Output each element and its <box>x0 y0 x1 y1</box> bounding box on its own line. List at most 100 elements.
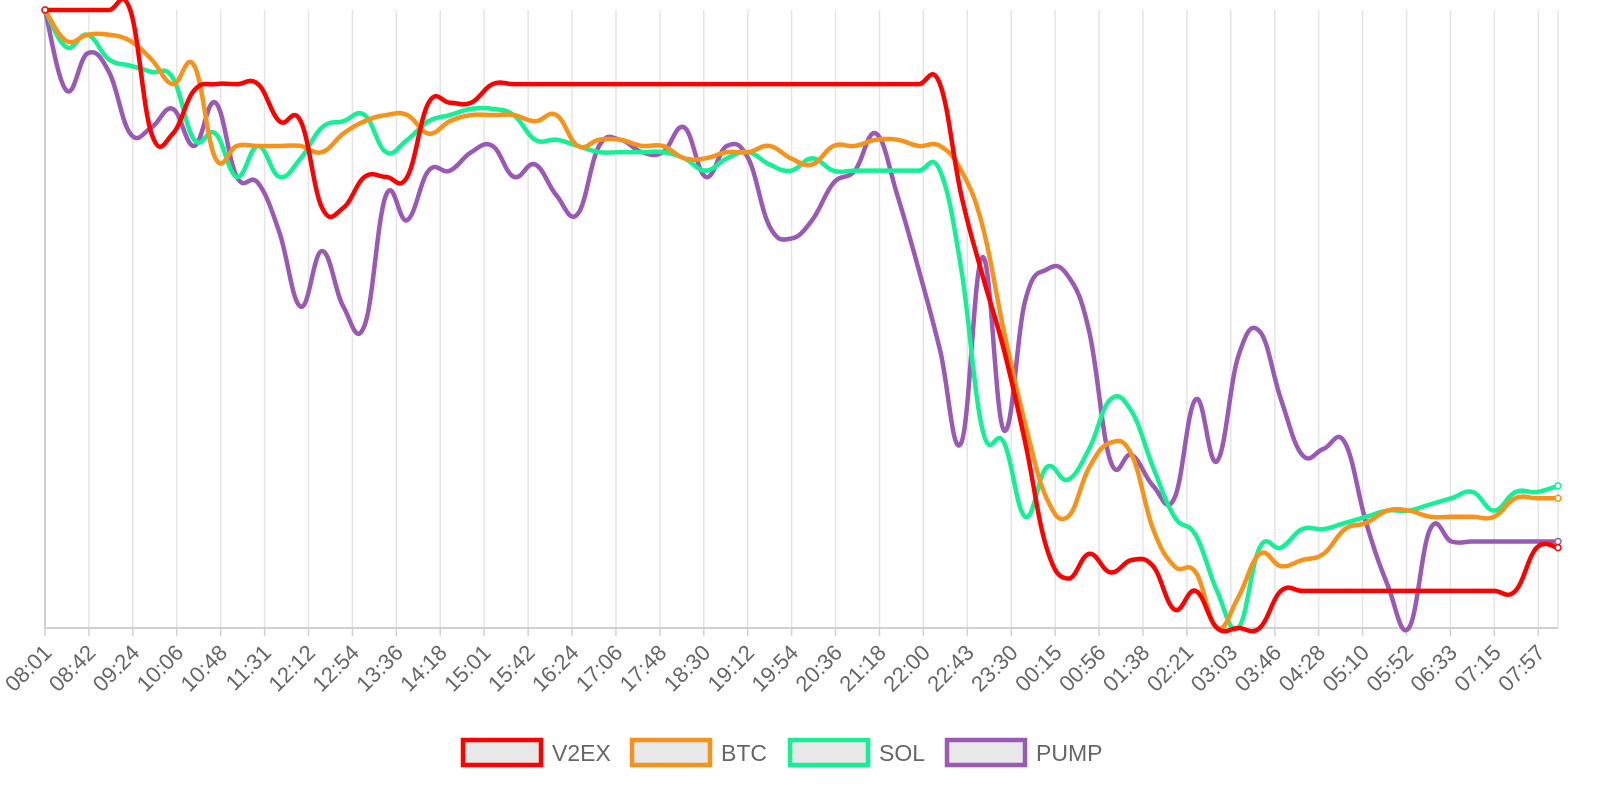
data-point <box>1492 588 1497 593</box>
data-point <box>895 168 900 173</box>
data-point <box>916 143 921 148</box>
x-tick-label: 22:43 <box>922 640 979 697</box>
legend-item-v2ex[interactable]: V2EX <box>460 737 611 768</box>
data-point <box>938 82 943 87</box>
data-point <box>41 6 49 14</box>
data-point <box>703 168 708 173</box>
data-point <box>277 143 282 148</box>
data-point <box>383 193 388 198</box>
data-point <box>405 137 410 142</box>
data-point <box>1001 329 1006 334</box>
data-point <box>362 113 367 118</box>
data-point <box>724 143 729 148</box>
data-point <box>405 113 410 118</box>
legend[interactable]: V2EX BTC SOL PUMP <box>460 737 1102 768</box>
data-point <box>149 131 154 136</box>
data-point <box>234 82 239 87</box>
data-point <box>1087 551 1092 556</box>
data-point <box>341 119 346 124</box>
data-point <box>618 137 623 142</box>
data-point <box>1172 607 1177 612</box>
data-point <box>703 156 708 161</box>
data-point <box>320 150 325 155</box>
data-point <box>511 113 516 118</box>
data-point <box>959 168 964 173</box>
data-point <box>1065 576 1070 581</box>
data-point <box>895 82 900 87</box>
data-point <box>639 82 644 87</box>
data-point <box>724 82 729 87</box>
data-point <box>1492 539 1497 544</box>
x-tick-label: 02:21 <box>1142 640 1199 697</box>
data-point <box>320 125 325 130</box>
data-point <box>1534 545 1539 550</box>
data-point <box>362 119 367 124</box>
data-point <box>447 168 452 173</box>
data-point <box>1428 502 1433 507</box>
data-point <box>1428 588 1433 593</box>
data-point <box>831 181 836 186</box>
data-point <box>959 440 964 445</box>
legend-item-sol[interactable]: SOL <box>787 737 925 768</box>
data-point <box>660 150 665 155</box>
data-point <box>1151 527 1156 532</box>
data-point <box>810 218 815 223</box>
data-point <box>639 150 644 155</box>
data-point <box>511 174 516 179</box>
data-point <box>724 156 729 161</box>
legend-swatch <box>787 737 871 768</box>
data-point <box>639 143 644 148</box>
legend-item-btc[interactable]: BTC <box>629 737 767 768</box>
data-point <box>1321 551 1326 556</box>
data-point <box>1236 354 1241 359</box>
data-point <box>405 174 410 179</box>
data-point <box>298 119 303 124</box>
x-tick-label: 12:54 <box>307 640 364 697</box>
data-point <box>1023 422 1028 427</box>
data-point <box>1364 588 1369 593</box>
data-point <box>682 125 687 130</box>
legend-item-pump[interactable]: PUMP <box>944 737 1102 768</box>
data-point <box>1300 558 1305 563</box>
x-tick-label: 06:33 <box>1405 640 1462 697</box>
data-point <box>1406 588 1411 593</box>
data-point <box>810 156 815 161</box>
data-point <box>980 428 985 433</box>
data-point <box>277 230 282 235</box>
data-point <box>1129 409 1134 414</box>
data-point <box>341 304 346 309</box>
data-point <box>1257 545 1262 550</box>
data-point <box>1385 508 1390 513</box>
data-point <box>426 100 431 105</box>
x-tick-label: 03:46 <box>1230 640 1287 697</box>
data-point <box>447 100 452 105</box>
series-line <box>42 7 1561 633</box>
data-point <box>1321 527 1326 532</box>
data-point <box>1364 520 1369 525</box>
series-line <box>42 0 1561 634</box>
data-point <box>1001 428 1006 433</box>
legend-swatch <box>460 737 544 768</box>
data-point <box>682 156 687 161</box>
x-tick-label: 19:12 <box>703 640 760 697</box>
data-point <box>874 168 879 173</box>
data-point <box>831 82 836 87</box>
data-point <box>1065 477 1070 482</box>
x-tick-label: 20:36 <box>790 640 847 697</box>
data-point <box>426 131 431 136</box>
data-point <box>106 8 111 12</box>
data-point <box>1001 440 1006 445</box>
data-point <box>1470 514 1475 519</box>
data-point <box>234 143 239 148</box>
data-point <box>192 143 197 148</box>
data-point <box>128 38 133 43</box>
data-point <box>852 82 857 87</box>
data-point <box>1278 564 1283 569</box>
data-point <box>1151 483 1156 488</box>
x-tick-label: 12:12 <box>263 640 320 697</box>
data-point <box>597 143 602 148</box>
data-point <box>213 156 218 161</box>
data-point <box>533 162 538 167</box>
data-point <box>660 143 665 148</box>
